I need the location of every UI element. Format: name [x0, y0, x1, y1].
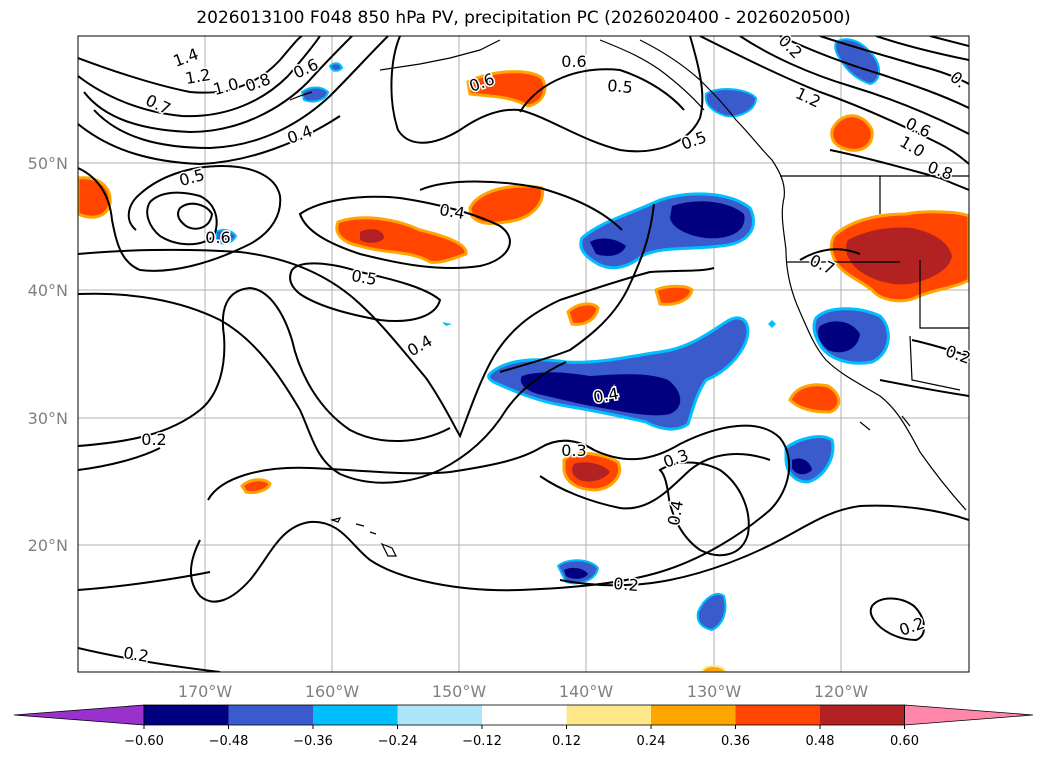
map-title: 2026013100 F048 850 hPa PV, precipitatio…: [196, 8, 851, 28]
colorbar-outline: [143, 704, 905, 726]
colorbar-tick-label: −0.48: [209, 734, 249, 749]
contour-label: 0.5: [350, 266, 378, 289]
colorbar-segment: [651, 705, 736, 725]
lon-axis: 170°W 160°W 150°W 140°W 130°W 120°W: [178, 682, 869, 701]
lat-tick-label: 30°N: [28, 409, 68, 428]
lon-tick-label: 140°W: [559, 682, 614, 701]
map-panel: [77, 35, 970, 673]
contour-labels: 1.41.2 1.0 0.8 0.60.70.40.60.50.60.50.50.60…: [120, 29, 974, 667]
colorbar-tick-label: −0.60: [124, 734, 164, 749]
colorbar-tick-label: 0.36: [721, 734, 750, 749]
lat-tick-label: 40°N: [28, 281, 68, 300]
colorbar-tick-label: −0.24: [378, 734, 418, 749]
precip-positive-shading: [78, 70, 969, 672]
lat-axis: 50°N 40°N 30°N 20°N: [28, 154, 68, 555]
colorbar-extend-low: [13, 704, 145, 726]
colorbar-segment: [228, 705, 314, 725]
contour-label: 0.2: [613, 574, 640, 595]
colorbar-segment: [313, 705, 398, 725]
coastlines: [289, 39, 969, 557]
colorbar-segment: [482, 705, 567, 725]
colorbar-tick-label: 0.24: [637, 734, 666, 749]
contour-label: 0.2: [141, 430, 166, 449]
contour-label: 0.4: [664, 499, 687, 527]
lon-tick-label: 150°W: [432, 682, 487, 701]
contour-label: 0.5: [607, 76, 634, 97]
contour-label: 0.6: [205, 228, 230, 247]
lon-tick-label: 130°W: [687, 682, 742, 701]
colorbar-segment: [144, 705, 229, 725]
lon-tick-label: 160°W: [305, 682, 360, 701]
colorbar-tick-label: −0.36: [293, 734, 333, 749]
colorbar: −0.60 −0.48 −0.36 −0.24 −0.12 0.12 0.24 0.36 0.4…: [13, 704, 1034, 749]
colorbar-segment: [735, 705, 821, 725]
lon-tick-label: 170°W: [178, 682, 233, 701]
contour-label: 0.3: [561, 441, 586, 460]
colorbar-segment: [566, 705, 652, 725]
colorbar-tick-label: 0.48: [806, 734, 835, 749]
contour-label: 0.6: [561, 52, 586, 71]
colorbar-tick-label: −0.12: [462, 734, 502, 749]
precip-negative-shading: [215, 38, 890, 632]
lat-tick-label: 50°N: [28, 154, 68, 173]
lon-tick-label: 120°W: [814, 682, 869, 701]
colorbar-tick-label: 0.12: [552, 734, 581, 749]
colorbar-extend-high: [904, 704, 1034, 726]
pv-contours: [78, 36, 969, 672]
lat-tick-label: 20°N: [28, 536, 68, 555]
colorbar-segment: [820, 705, 905, 725]
colorbar-segment: [397, 705, 483, 725]
colorbar-tick-label: 0.60: [890, 734, 919, 749]
